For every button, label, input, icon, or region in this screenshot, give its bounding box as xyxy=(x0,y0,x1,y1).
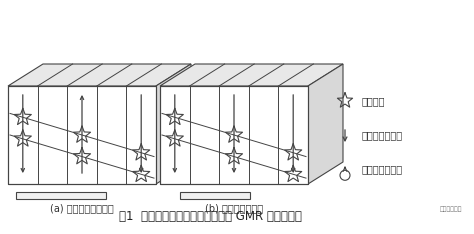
Polygon shape xyxy=(160,64,343,86)
Text: (a) 铁磁层反平行状态: (a) 铁磁层反平行状态 xyxy=(50,203,114,213)
Polygon shape xyxy=(8,64,191,86)
Bar xyxy=(16,192,106,199)
Text: 铁磁层磁矩方向: 铁磁层磁矩方向 xyxy=(362,130,403,140)
Text: 图1  自旋向上与自旋向下电子穿过 GMR 多层膜结构: 图1 自旋向上与自旋向下电子穿过 GMR 多层膜结构 xyxy=(118,209,301,223)
Bar xyxy=(180,192,250,199)
Text: 载流子自旋方向: 载流子自旋方向 xyxy=(362,164,403,174)
Text: 电子工程世界: 电子工程世界 xyxy=(439,206,462,212)
Polygon shape xyxy=(8,86,156,184)
Text: 自旋散射: 自旋散射 xyxy=(362,96,385,106)
Polygon shape xyxy=(156,64,191,184)
Polygon shape xyxy=(160,86,308,184)
Polygon shape xyxy=(308,64,343,184)
Text: (b) 铁磁层平行状态: (b) 铁磁层平行状态 xyxy=(205,203,263,213)
